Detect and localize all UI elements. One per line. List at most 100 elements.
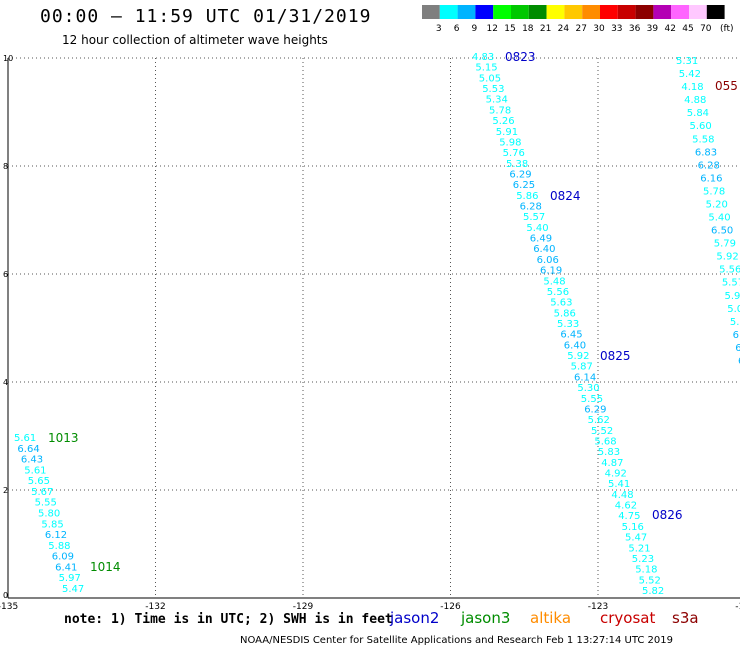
legend-swatch (511, 5, 529, 19)
legend-swatch (528, 5, 547, 19)
wave-height-value: 5.61 (14, 433, 36, 444)
wave-height-value: 5.41 (608, 479, 630, 490)
x-tick-label: -135 (0, 602, 18, 610)
wave-height-value: 5.88 (48, 541, 70, 552)
legend-label: 18 (522, 24, 534, 34)
pass-time-label: 0823 (505, 50, 536, 64)
wave-height-value: 5.56 (547, 287, 569, 298)
satellite-legend-cryosat: cryosat (600, 609, 656, 627)
wave-height-value: 6.14 (574, 372, 596, 383)
footer-credit: NOAA/NESDIS Center for Satellite Applica… (240, 635, 673, 646)
wave-height-value: 5.48 (543, 276, 565, 287)
legend-unit: (ft) (720, 24, 734, 34)
wave-height-value: 6.41 (55, 562, 77, 573)
wave-height-value: 6.49 (530, 234, 552, 245)
map-title: 00:00 — 11:59 UTC 01/31/2019 (40, 6, 372, 27)
color-legend: 3 6 9 12 15 18 21 24 27 30 33 36 39 42 45 70 (ft) (422, 5, 734, 34)
wave-height-value: 4.88 (684, 95, 706, 106)
legend-swatch (564, 5, 583, 19)
wave-height-value: 5.92 (567, 351, 589, 362)
legend-label: 70 (700, 24, 712, 34)
wave-height-value: 5.76 (503, 148, 525, 159)
pass-time-label: 055 (715, 79, 738, 93)
wave-height-value: 5.61 (24, 465, 46, 476)
y-tick-label: 6 (3, 270, 8, 279)
y-tick-label: 4 (3, 378, 8, 387)
note-text: note: 1) Time is in UTC; 2) SWH is in fe… (64, 612, 393, 627)
legend-label: 27 (575, 24, 586, 34)
wave-height-value: 5.55 (581, 394, 603, 405)
legend-swatch (671, 5, 689, 19)
wave-height-value: 4.83 (472, 52, 494, 63)
y-tick-label: 2 (3, 486, 8, 495)
legend-label: 30 (593, 24, 605, 34)
wave-height-value: 4.18 (681, 82, 703, 93)
wave-height-value: 5.23 (632, 554, 654, 565)
wave-height-value: 6.19 (540, 266, 562, 277)
wave-height-value: 4.62 (615, 501, 637, 512)
wave-height-value: 5.42 (679, 69, 701, 80)
wave-height-value: 5.65 (28, 476, 50, 487)
wave-height-value: 6.16 (700, 173, 722, 184)
wave-height-value: 5.86 (516, 191, 538, 202)
wave-height-value: 5.47 (62, 584, 84, 595)
wave-height-value: 6. (733, 330, 740, 341)
wave-height-value: 5.05 (479, 73, 501, 84)
x-tick-label: -120 (735, 602, 740, 610)
wave-height-value: 5.20 (706, 199, 728, 210)
legend-label: 12 (486, 24, 497, 34)
wave-height-value: 5.55 (35, 498, 57, 509)
wave-height-value: 5.60 (689, 121, 711, 132)
wave-height-value: 6.25 (513, 180, 535, 191)
wave-height-value: 5.2 (730, 317, 740, 328)
wave-height-value: 5.52 (639, 575, 661, 586)
legend-swatch (706, 5, 725, 19)
satellite-legend-s3a: s3a (672, 609, 699, 627)
wave-height-value: 5.30 (577, 383, 599, 394)
pass-time-label: 0825 (600, 349, 631, 363)
wave-height-value: 5.68 (594, 436, 616, 447)
wave-height-value: 5.40 (526, 223, 548, 234)
wave-height-value: 5.78 (703, 186, 725, 197)
wave-height-value: 6.28 (520, 202, 542, 213)
wave-height-value: 6 (738, 356, 740, 367)
wave-height-value: 6.83 (695, 147, 717, 158)
wave-height-value: 5.58 (692, 134, 714, 145)
legend-swatch (422, 5, 440, 19)
wave-height-value: 5.86 (554, 308, 576, 319)
wave-height-value: 5.53 (482, 84, 504, 95)
wave-height-value: 5.92 (716, 252, 738, 263)
legend-swatch (493, 5, 511, 19)
legend-label: 42 (664, 24, 675, 34)
wave-height-value: 5.84 (687, 108, 709, 119)
wave-height-value: 5.62 (588, 415, 610, 426)
wave-height-value: 5.47 (625, 533, 647, 544)
wave-height-value: 6.40 (564, 340, 586, 351)
x-tick-label: -126 (440, 602, 461, 610)
wave-height-value: 4.75 (618, 511, 640, 522)
legend-swatch (689, 5, 707, 19)
legend-swatch (617, 5, 636, 19)
wave-height-value: 6.50 (711, 226, 733, 237)
legend-swatch (546, 5, 565, 19)
legend-label: 45 (682, 24, 693, 34)
wave-height-value: 5.79 (714, 239, 736, 250)
wave-height-value: 5.57 (523, 212, 545, 223)
wave-height-value: 6.40 (533, 244, 555, 255)
wave-height-map: -135-132-129-126-123-12002468105.616.646… (0, 50, 740, 610)
legend-swatch (475, 5, 494, 19)
wave-height-value: 5.52 (591, 426, 613, 437)
wave-height-value: 5.67 (31, 487, 53, 498)
legend-label: 24 (558, 24, 570, 34)
legend-label: 39 (647, 24, 659, 34)
wave-height-value: 6.64 (17, 444, 39, 455)
wave-height-value: 5.31 (676, 56, 698, 67)
legend-label: 36 (629, 24, 641, 34)
wave-height-value: 6. (735, 343, 740, 354)
wave-height-value: 4.48 (611, 490, 633, 501)
wave-height-value: 5.87 (571, 362, 593, 373)
wave-height-value: 5.18 (635, 565, 657, 576)
wave-height-value: 6.29 (509, 169, 531, 180)
satellite-legend-jason3: jason3 (461, 609, 511, 627)
wave-height-value: 5.83 (598, 447, 620, 458)
